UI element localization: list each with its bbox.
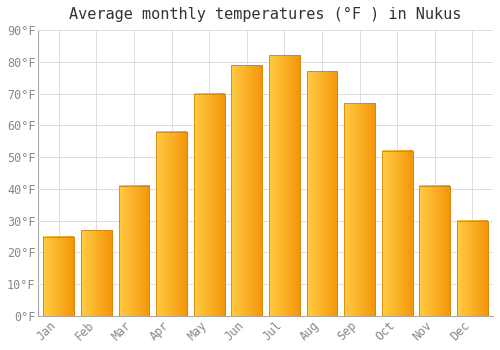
Bar (382, 151, 412, 316)
Bar (232, 65, 262, 316)
Bar (269, 56, 300, 316)
Title: Average monthly temperatures (°F ) in Nukus: Average monthly temperatures (°F ) in Nu… (70, 7, 462, 22)
Bar (457, 220, 488, 316)
Bar (156, 132, 187, 316)
Bar (44, 237, 74, 316)
Bar (118, 186, 150, 316)
Bar (194, 93, 224, 316)
Bar (420, 186, 450, 316)
Bar (306, 71, 338, 316)
Bar (344, 103, 375, 316)
Bar (457, 220, 488, 316)
Bar (156, 132, 187, 316)
Bar (382, 151, 412, 316)
Bar (420, 186, 450, 316)
Bar (44, 237, 74, 316)
Bar (194, 93, 224, 316)
Bar (232, 65, 262, 316)
Bar (344, 103, 375, 316)
Bar (269, 56, 300, 316)
Bar (306, 71, 338, 316)
Bar (81, 230, 112, 316)
Bar (118, 186, 150, 316)
Bar (81, 230, 112, 316)
